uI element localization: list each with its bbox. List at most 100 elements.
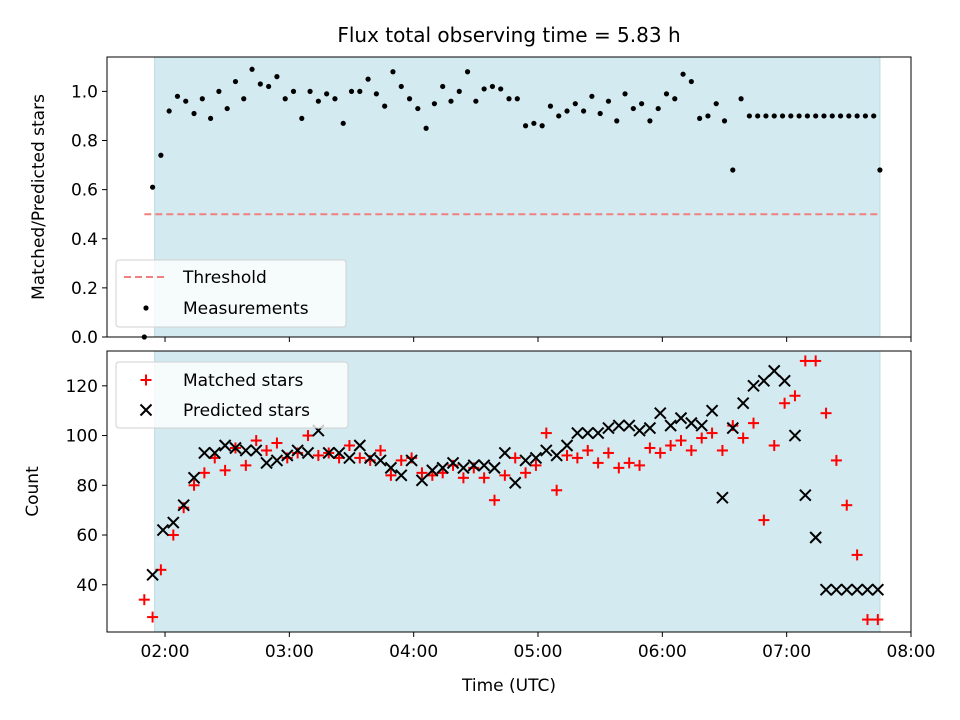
matched-star-point	[375, 444, 387, 456]
measurement-point	[498, 86, 504, 92]
measurement-point	[829, 113, 835, 119]
measurement-point	[473, 98, 479, 104]
measurement-point	[340, 120, 346, 126]
predicted-star-point	[198, 446, 211, 460]
matched-star-point	[872, 614, 884, 626]
measurement-point	[522, 123, 529, 129]
measurement-point	[663, 91, 670, 97]
matched-star-point	[685, 444, 697, 456]
x-tick-label: 06:00	[638, 642, 687, 662]
top-y-axis-label: Matched/Predicted stars	[29, 94, 49, 300]
predicted-star-point	[602, 421, 615, 435]
predicted-stars-series	[146, 364, 885, 596]
bottom-y-axis-label: Count	[23, 466, 43, 517]
measurement-point	[763, 113, 769, 119]
matched-star-point	[789, 390, 801, 402]
measurement-point	[481, 86, 487, 92]
predicted-star-point	[208, 446, 221, 460]
predicted-star-point	[571, 426, 584, 440]
measurement-point	[580, 108, 587, 114]
matched-star-point	[312, 449, 324, 461]
predicted-star-point	[509, 476, 522, 490]
measurement-point	[862, 113, 869, 119]
measurement-point	[804, 113, 810, 119]
matched-star-point	[665, 439, 677, 451]
matched-star-point	[623, 457, 635, 469]
measurement-point	[448, 98, 454, 104]
measurement-point	[813, 113, 819, 119]
x-tick-label: 04:00	[389, 642, 438, 662]
y-tick-label: 40	[76, 576, 98, 596]
chart-title: Flux total observing time = 5.83 h	[337, 23, 680, 47]
measurement-point	[846, 113, 852, 119]
measurements-series	[141, 66, 883, 340]
predicted-star-point	[560, 439, 574, 452]
measurement-point	[415, 105, 421, 112]
matched-star-point	[571, 452, 583, 464]
top-legend: Threshold Measurements	[115, 259, 347, 328]
measurement-point	[257, 81, 263, 87]
bottom-panel: 40 60 80 100 120 02:00 03:00 04:00 05:00 06:00 07…	[23, 350, 936, 696]
measurement-point	[746, 113, 752, 119]
measurement-point	[149, 184, 156, 190]
predicted-star-point	[177, 498, 190, 512]
measurement-point	[208, 115, 214, 122]
matched-star-point	[478, 472, 490, 484]
matched-star-point	[509, 452, 521, 464]
matched-star-point	[188, 479, 200, 491]
predicted-star-point	[457, 461, 470, 475]
predicted-star-point	[726, 421, 740, 435]
measurement-point	[299, 115, 305, 122]
measurement-point	[373, 91, 379, 97]
predicted-star-point	[757, 374, 771, 388]
matched-star-point	[830, 454, 842, 466]
measurement-point	[166, 108, 172, 114]
measurement-point	[614, 118, 620, 124]
matched-star-point	[530, 459, 542, 471]
measurement-point	[547, 103, 554, 109]
predicted-star-point	[799, 489, 812, 502]
predicted-star-point	[239, 444, 253, 457]
x-tick-label: 08:00	[887, 642, 936, 662]
measurement-point	[531, 120, 537, 126]
y-tick-label: 80	[76, 476, 98, 496]
y-tick-label: 1.0	[71, 82, 98, 102]
predicted-star-point	[840, 583, 853, 596]
measurement-point	[406, 96, 413, 102]
predicted-star-point	[426, 464, 439, 477]
predicted-star-point	[819, 583, 833, 596]
predicted-star-point	[260, 456, 273, 470]
y-tick-label: 0.4	[71, 230, 98, 250]
predicted-star-point	[768, 364, 781, 378]
predicted-star-point	[643, 421, 657, 435]
predicted-star-point	[436, 461, 449, 475]
measurement-point	[290, 88, 297, 94]
predicted-star-point	[218, 439, 232, 452]
measurement-point	[821, 113, 827, 119]
top-y-ticks: 0.0 0.2 0.4 0.6 0.8 1.0	[71, 82, 107, 348]
predicted-star-point	[871, 583, 885, 596]
matched-star-point	[820, 407, 832, 419]
predicted-star-point	[187, 471, 201, 485]
measurement-point	[556, 113, 562, 119]
y-tick-label: 60	[76, 526, 98, 546]
measurement-point	[232, 78, 239, 85]
matched-star-point	[748, 417, 760, 429]
predicted-star-point	[633, 424, 646, 437]
measurement-point	[249, 66, 255, 72]
top-axes-frame	[106, 56, 912, 338]
measurement-point	[216, 88, 222, 94]
measurement-point	[589, 93, 595, 99]
measurement-point	[697, 115, 703, 122]
measurement-point	[713, 101, 719, 107]
matched-star-point	[167, 529, 179, 541]
predicted-star-point	[322, 446, 335, 460]
predicted-star-point	[664, 419, 677, 432]
measurement-point	[332, 96, 338, 102]
bottom-legend: Matched stars Predicted stars	[115, 361, 349, 429]
predicted-stars-legend-symbol	[139, 403, 153, 417]
predicted-star-point	[405, 454, 418, 467]
matched-star-point	[706, 427, 718, 439]
y-tick-label: 0.2	[71, 279, 98, 299]
matched-star-point	[758, 514, 770, 526]
